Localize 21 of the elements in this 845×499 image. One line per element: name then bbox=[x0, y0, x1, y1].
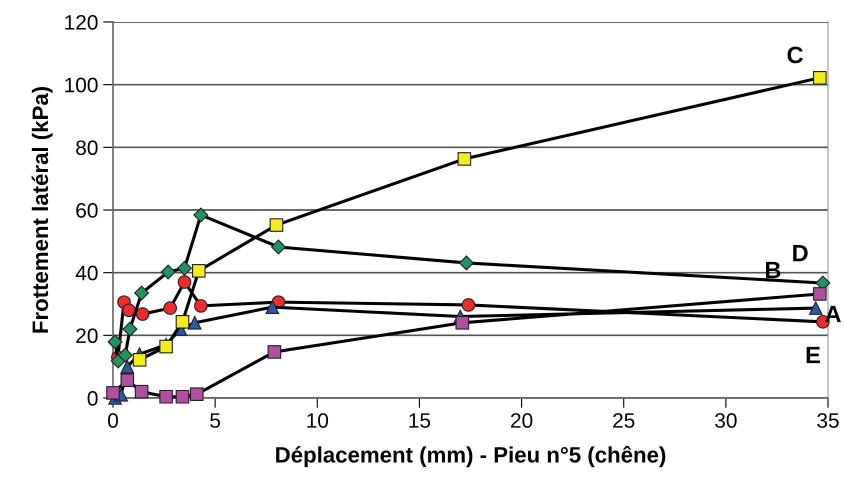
annotation: E bbox=[806, 346, 820, 364]
x-tick-label: 15 bbox=[409, 413, 430, 428]
y-tick-label: 40 bbox=[76, 266, 98, 280]
x-tick-label: 10 bbox=[307, 413, 328, 428]
x-tick-label: 5 bbox=[210, 413, 220, 428]
y-tick-label: 80 bbox=[76, 140, 98, 156]
x-tick-label: 0 bbox=[108, 413, 118, 428]
y-tick-label: 100 bbox=[65, 78, 98, 92]
annotation: A bbox=[825, 306, 841, 322]
y-axis-title: Frottement latéral (kPa) bbox=[32, 86, 53, 333]
y-tick-label: 0 bbox=[88, 391, 98, 406]
y-tick-label: 60 bbox=[76, 203, 98, 218]
x-tick-label: 35 bbox=[817, 413, 839, 428]
x-tick-label: 20 bbox=[511, 413, 532, 428]
annotation: C bbox=[788, 46, 803, 64]
x-axis-title: Déplacement (mm) - Pieu n°5 (chêne) bbox=[276, 446, 666, 468]
x-tick-label: 25 bbox=[613, 413, 634, 428]
x-tick-label: 30 bbox=[715, 413, 737, 428]
y-tick-label: 120 bbox=[65, 15, 98, 30]
annotation: D bbox=[793, 244, 808, 262]
y-tick-label: 20 bbox=[76, 328, 98, 344]
